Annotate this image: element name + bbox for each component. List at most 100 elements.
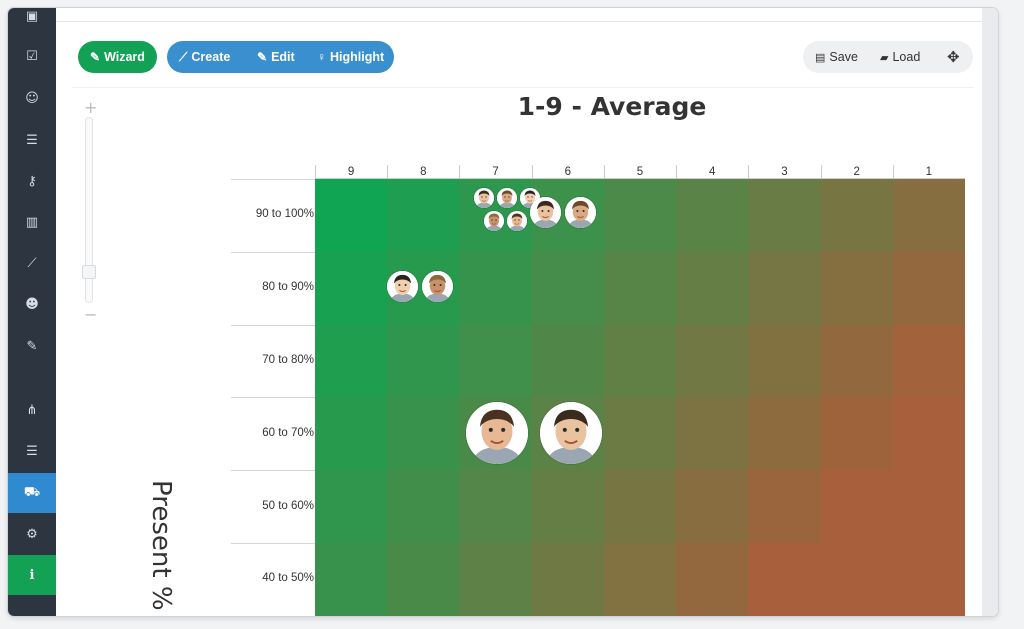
heatmap-cell[interactable] — [748, 179, 822, 252]
heatmap-cell[interactable] — [531, 543, 605, 616]
heatmap-cell[interactable] — [748, 324, 822, 398]
heatmap-cell[interactable] — [820, 543, 894, 616]
row-label: 40 to 50% — [262, 572, 314, 585]
heatmap-cell[interactable] — [820, 324, 894, 398]
zoom-in-icon[interactable]: + — [84, 98, 98, 117]
sidebar-book-icon[interactable]: ▣ — [8, 8, 56, 36]
heatmap-cell[interactable] — [748, 470, 822, 543]
heatmap-cell[interactable] — [315, 397, 388, 471]
face-icon — [483, 211, 504, 232]
row-separator — [231, 543, 315, 544]
student-avatar[interactable] — [539, 401, 602, 464]
student-avatar[interactable] — [387, 271, 419, 303]
heatmap-cell[interactable] — [892, 324, 966, 398]
heatmap-cell[interactable] — [387, 543, 460, 616]
sidebar-checkbox-icon[interactable]: ☑ — [8, 36, 56, 76]
heatmap-cell[interactable] — [315, 251, 388, 325]
sidebar-edit-icon[interactable]: ✎ — [8, 326, 56, 366]
heatmap-cell[interactable] — [748, 543, 822, 616]
wizard-button[interactable]: ✎ Wizard — [78, 41, 157, 73]
heatmap-cell[interactable] — [676, 543, 749, 616]
heatmap-cell[interactable] — [315, 324, 388, 398]
top-strip — [56, 8, 998, 22]
heatmap-cell[interactable] — [603, 470, 677, 543]
sidebar-key-icon[interactable]: ⚷ — [8, 161, 56, 201]
heatmap-cell[interactable] — [531, 324, 605, 398]
save-button[interactable]: ▤ Save — [815, 41, 858, 73]
highlight-button[interactable]: ♀ Highlight — [317, 41, 384, 73]
heatmap-cell[interactable] — [387, 470, 460, 543]
student-avatar[interactable] — [483, 211, 504, 232]
create-button[interactable]: ⟋ Create — [179, 41, 230, 73]
heatmap-cell[interactable] — [387, 324, 460, 398]
zoom-out-icon[interactable]: − — [84, 305, 98, 324]
face-icon — [387, 271, 419, 303]
heatmap-cell[interactable] — [820, 179, 894, 252]
row-separator — [231, 397, 315, 399]
student-avatar[interactable] — [506, 211, 527, 232]
bar-chart-icon: ▥ — [25, 214, 39, 230]
column-label: 2 — [853, 166, 860, 178]
heatmap-cell[interactable] — [315, 543, 388, 616]
sidebar-table-icon[interactable]: ☰ — [8, 431, 56, 471]
sidebar-list-icon[interactable]: ☰ — [8, 120, 56, 160]
heatmap-cell[interactable] — [603, 324, 677, 398]
sidebar-info-icon[interactable]: i — [8, 555, 56, 595]
heatmap-cell[interactable] — [603, 251, 677, 325]
student-avatar[interactable] — [564, 197, 596, 229]
sidebar-users-icon[interactable]: ☻ — [8, 284, 56, 324]
heatmap-cell[interactable] — [892, 397, 966, 471]
heatmap-cell[interactable] — [820, 397, 894, 471]
heatmap-cell[interactable] — [676, 470, 749, 543]
heatmap-cell[interactable] — [676, 179, 749, 252]
heatmap-cell[interactable] — [387, 397, 460, 471]
heatmap-cell[interactable] — [892, 543, 966, 616]
student-avatar[interactable] — [529, 197, 561, 229]
scrollbar[interactable] — [982, 8, 998, 616]
sidebar-cart-icon[interactable]: ⛟ — [8, 473, 56, 513]
sidebar-cogs-icon[interactable]: ⚙ — [8, 514, 56, 554]
load-button[interactable]: ▰ Load — [880, 41, 920, 73]
heatmap-cell[interactable] — [676, 397, 749, 471]
cogs-icon: ⚙ — [26, 526, 38, 542]
student-avatar[interactable] — [496, 188, 517, 209]
heatmap-cell[interactable] — [820, 251, 894, 325]
heatmap-cell[interactable] — [603, 543, 677, 616]
heatmap-cell[interactable] — [748, 251, 822, 325]
heatmap-cell[interactable] — [531, 251, 605, 325]
heatmap-cell[interactable] — [820, 470, 894, 543]
sidebar-smile-icon[interactable]: ☺ — [8, 78, 56, 118]
heatmap-cell[interactable] — [748, 397, 822, 471]
heatmap-cell[interactable] — [676, 324, 749, 398]
heatmap-cell[interactable] — [892, 470, 966, 543]
heatmap-cell[interactable] — [603, 397, 677, 471]
heatmap-cell[interactable] — [603, 179, 677, 252]
row-label: 60 to 70% — [262, 426, 314, 439]
heatmap-cell[interactable] — [459, 251, 533, 325]
sidebar-sitemap-icon[interactable]: ⋔ — [8, 390, 56, 430]
heatmap-cell[interactable] — [315, 470, 388, 543]
column-label: 4 — [709, 166, 716, 178]
column-tick — [892, 165, 894, 179]
heatmap-cell[interactable] — [387, 179, 460, 252]
sitemap-icon: ⋔ — [26, 402, 38, 418]
heatmap-cell[interactable] — [459, 543, 533, 616]
heatmap-cell[interactable] — [459, 470, 533, 543]
column-tick — [676, 165, 678, 179]
zoom-handle[interactable] — [82, 265, 96, 279]
heatmap-cell[interactable] — [892, 179, 966, 252]
student-avatar[interactable] — [422, 271, 454, 303]
heatmap-cell[interactable] — [459, 324, 533, 398]
edit-button[interactable]: ✎ Edit — [257, 41, 295, 73]
sidebar-bar-chart-icon[interactable]: ▥ — [8, 202, 56, 242]
move-icon[interactable]: ✥ — [947, 49, 960, 66]
heatmap-cell[interactable] — [315, 179, 388, 252]
zoom-track[interactable] — [85, 117, 93, 303]
heatmap-cell[interactable] — [531, 470, 605, 543]
heatmap-cell[interactable] — [892, 251, 966, 325]
student-avatar[interactable] — [465, 401, 528, 464]
student-avatar[interactable] — [473, 188, 494, 209]
heatmap-cell[interactable] — [676, 251, 749, 325]
zoom-slider[interactable]: + − — [80, 98, 100, 328]
sidebar-line-chart-icon[interactable]: ⟋ — [8, 243, 56, 283]
